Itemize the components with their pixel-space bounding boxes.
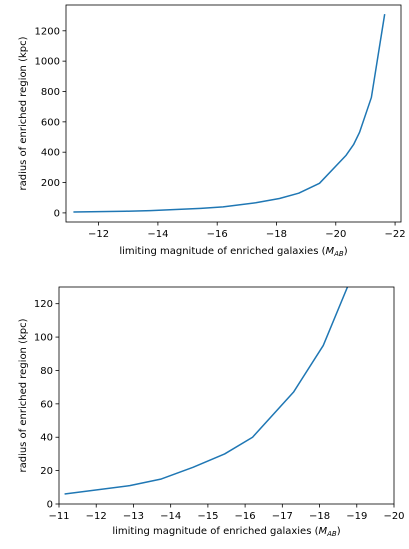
y-tick-label: 80: [40, 366, 53, 377]
y-tick-label: 0: [54, 208, 60, 219]
bottom-chart: 0 20 40 60 80 100 120 −11 −12 −13 −14 −15 −16 −17 −18…: [18, 286, 405, 538]
x-tick-label: −17: [272, 511, 293, 522]
x-tick-label: −20: [325, 229, 346, 240]
y-tick-label: 100: [34, 333, 53, 344]
axes-frame: [58, 286, 395, 505]
y-tick-label: 0: [47, 500, 53, 511]
x-tick-label: −20: [383, 511, 404, 522]
y-tick-label: 1200: [35, 26, 60, 37]
y-tick-label: 40: [40, 433, 53, 444]
plot-area: [64, 287, 349, 495]
x-tick-label: −18: [309, 511, 330, 522]
y-tick-label: 120: [34, 299, 53, 310]
y-tick-label: 200: [41, 178, 60, 189]
x-tick-label: −18: [266, 229, 287, 240]
series-line: [64, 287, 349, 495]
x-tick-label: −11: [48, 511, 69, 522]
series-line: [73, 13, 386, 213]
top-chart: 0 200 400 600 800 1000 1200 −12 −14 −16 −18 −20 −22…: [18, 4, 406, 258]
x-axis-label: limiting magnitude of enriched galaxies …: [112, 526, 340, 538]
x-tick-label: −12: [86, 511, 107, 522]
x-tick-label: −16: [207, 229, 228, 240]
y-tick-label: 1000: [35, 57, 60, 68]
x-tick-label: −14: [147, 229, 168, 240]
x-tick-label: −16: [235, 511, 256, 522]
x-axis: −11 −12 −13 −14 −15 −16 −17 −18 −19 −20: [48, 504, 405, 522]
y-tick-label: 800: [41, 87, 60, 98]
y-axis-label: radius of enriched region (kpc): [18, 36, 29, 190]
x-tick-label: −12: [88, 229, 109, 240]
x-tick-label: −14: [160, 511, 181, 522]
axes-frame: [65, 4, 402, 223]
x-tick-label: −15: [197, 511, 218, 522]
x-tick-label: −22: [385, 229, 406, 240]
y-tick-label: 400: [41, 148, 60, 159]
x-axis-label: limiting magnitude of enriched galaxies …: [119, 246, 347, 258]
y-tick-label: 60: [40, 399, 53, 410]
y-axis-label: radius of enriched region (kpc): [18, 318, 29, 472]
plot-area: [73, 13, 386, 213]
x-tick-label: −13: [123, 511, 144, 522]
y-axis: 0 20 40 60 80 100 120: [34, 299, 59, 511]
x-axis: −12 −14 −16 −18 −20 −22: [88, 222, 406, 240]
y-tick-label: 600: [41, 117, 60, 128]
y-axis: 0 200 400 600 800 1000 1200: [35, 26, 66, 219]
y-tick-label: 20: [40, 466, 53, 477]
x-tick-label: −19: [346, 511, 367, 522]
